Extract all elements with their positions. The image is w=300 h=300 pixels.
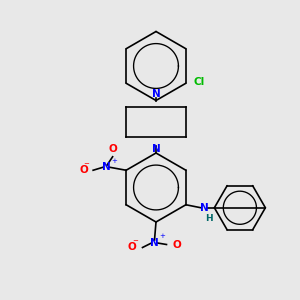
Text: +: +: [111, 158, 117, 164]
Text: Cl: Cl: [194, 77, 205, 87]
Text: +: +: [159, 233, 165, 239]
Text: N: N: [102, 162, 111, 172]
Text: −: −: [132, 238, 138, 244]
Text: O: O: [128, 242, 136, 253]
Text: N: N: [152, 144, 160, 154]
Text: O: O: [80, 165, 88, 175]
Text: H: H: [206, 214, 213, 223]
Text: −: −: [83, 161, 89, 167]
Text: O: O: [172, 239, 181, 250]
Text: N: N: [150, 238, 159, 248]
Text: N: N: [152, 89, 160, 99]
Text: O: O: [108, 144, 117, 154]
Text: N: N: [200, 203, 208, 213]
